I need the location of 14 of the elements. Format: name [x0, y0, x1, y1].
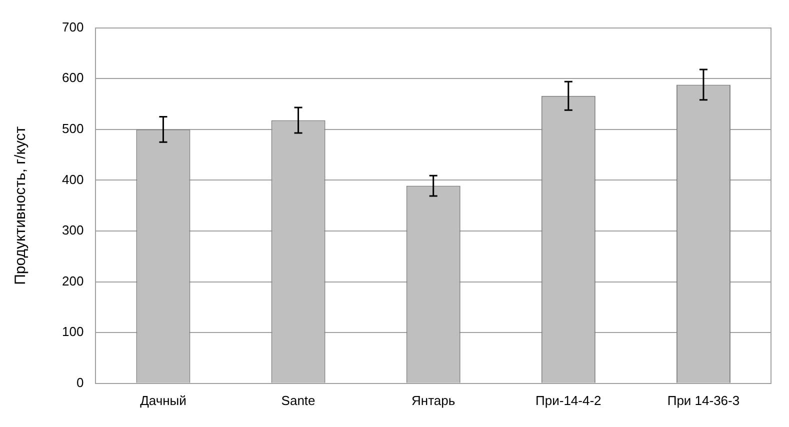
x-tick-label: Sante	[281, 392, 316, 408]
y-tick-label: 200	[62, 273, 84, 288]
x-tick-label: Дачный	[140, 392, 186, 408]
y-tick-label: 0	[76, 374, 84, 390]
x-tick-label: При-14-4-2	[536, 392, 602, 408]
x-tick-label: При 14-36-3	[667, 392, 740, 408]
y-tick-label: 100	[62, 324, 84, 340]
y-tick-label: 600	[62, 70, 84, 86]
y-axis-title: Продуктивность, г/куст	[12, 126, 30, 285]
y-tick-label: 400	[62, 172, 84, 187]
y-tick-label: 500	[62, 120, 84, 136]
y-tick-label: 700	[62, 19, 84, 34]
x-tick-label: Янтарь	[412, 392, 456, 408]
y-tick-label: 300	[62, 222, 84, 238]
